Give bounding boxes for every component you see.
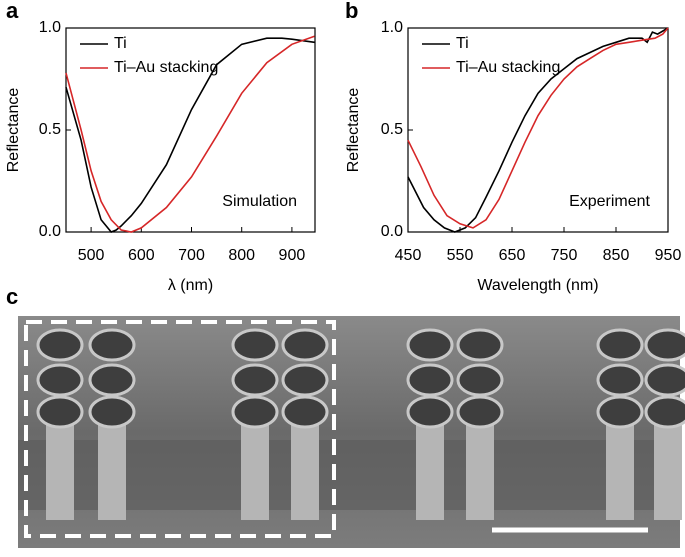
x-tick-label: 450 <box>395 247 422 264</box>
x-tick-label: 900 <box>279 247 306 264</box>
y-axis-label: Reflectance <box>345 88 362 173</box>
panel-label: c <box>6 284 18 309</box>
legend-label: Ti <box>114 35 127 52</box>
pillar <box>596 328 644 520</box>
series-line <box>407 27 669 229</box>
x-axis-label: λ (nm) <box>168 277 213 294</box>
y-tick-label: 1.0 <box>39 19 61 36</box>
legend-label: Ti–Au stacking <box>456 59 560 76</box>
pillar <box>281 328 329 520</box>
annotation: Simulation <box>222 193 297 210</box>
y-tick-label: 0.0 <box>39 223 61 240</box>
x-tick-label: 950 <box>655 247 682 264</box>
pillar <box>231 328 279 520</box>
x-tick-label: 850 <box>603 247 630 264</box>
x-tick-label: 550 <box>447 247 474 264</box>
x-tick-label: 750 <box>551 247 578 264</box>
x-axis-label: Wavelength (nm) <box>477 277 598 294</box>
legend-label: Ti <box>456 35 469 52</box>
pillar <box>456 328 504 520</box>
x-tick-label: 800 <box>228 247 255 264</box>
legend-label: Ti–Au stacking <box>114 59 218 76</box>
series-line <box>407 27 669 233</box>
series-line <box>65 37 315 233</box>
annotation: Experiment <box>569 193 650 210</box>
x-tick-label: 650 <box>499 247 526 264</box>
pillar <box>644 328 685 520</box>
x-tick-label: 500 <box>78 247 105 264</box>
series-line <box>65 35 315 233</box>
pillar <box>406 328 454 520</box>
x-tick-label: 700 <box>178 247 205 264</box>
x-tick-label: 600 <box>128 247 155 264</box>
panel-label: a <box>6 0 19 23</box>
sem-image <box>18 316 685 548</box>
y-tick-label: 0.5 <box>39 121 61 138</box>
pillar <box>88 328 136 520</box>
y-tick-label: 0.5 <box>381 121 403 138</box>
y-tick-label: 1.0 <box>381 19 403 36</box>
pillar <box>36 328 84 520</box>
y-tick-label: 0.0 <box>381 223 403 240</box>
panel-label: b <box>345 0 358 23</box>
y-axis-label: Reflectance <box>5 88 22 173</box>
